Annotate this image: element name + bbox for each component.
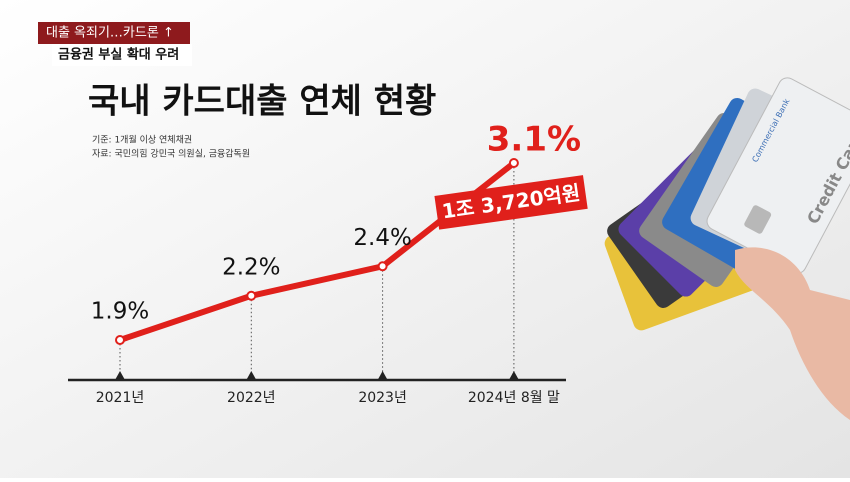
note: 자료: 국민의힘 강민국 의원실, 금융감독원 (92, 148, 250, 160)
point (246, 290, 257, 301)
banner-box (38, 22, 190, 44)
value-label: 1.9% (91, 299, 149, 325)
x-tick-label: 2023년 (358, 390, 407, 406)
point (508, 158, 519, 168)
x-tick-label: 2022년 (227, 390, 276, 406)
banner-headline: 대출 옥죄기…카드론 ↑ (46, 26, 174, 41)
point (115, 335, 125, 345)
value-label: 3.1% (487, 120, 581, 160)
subheadline-box (52, 44, 192, 66)
annotation-box (434, 175, 588, 230)
value-label: 2.2% (222, 254, 280, 280)
value-label: 2.4% (353, 225, 411, 251)
x-tick-label: 2021년 (96, 390, 145, 406)
chart-title: 국내 카드대출 연체 현황 (88, 82, 436, 122)
tick-marker (508, 371, 519, 380)
point (377, 261, 388, 272)
x-tick-label: 2024년 8월 말 (468, 390, 560, 406)
banner-subheadline: 금융권 부실 확대 우려 (58, 47, 179, 63)
tick-marker (246, 371, 257, 380)
note: 기준: 1개월 이상 연체채권 (92, 134, 192, 146)
tick-marker (115, 371, 125, 380)
tick-marker (377, 371, 388, 380)
